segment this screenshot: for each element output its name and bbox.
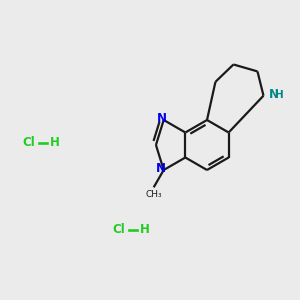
Text: N: N	[157, 112, 167, 125]
Text: H: H	[140, 223, 149, 236]
Text: CH₃: CH₃	[146, 190, 162, 199]
Text: Cl: Cl	[22, 136, 35, 149]
Text: H: H	[50, 136, 59, 149]
Text: N: N	[156, 163, 166, 176]
Text: H: H	[275, 90, 284, 100]
Text: N: N	[268, 88, 278, 101]
Text: Cl: Cl	[112, 223, 125, 236]
